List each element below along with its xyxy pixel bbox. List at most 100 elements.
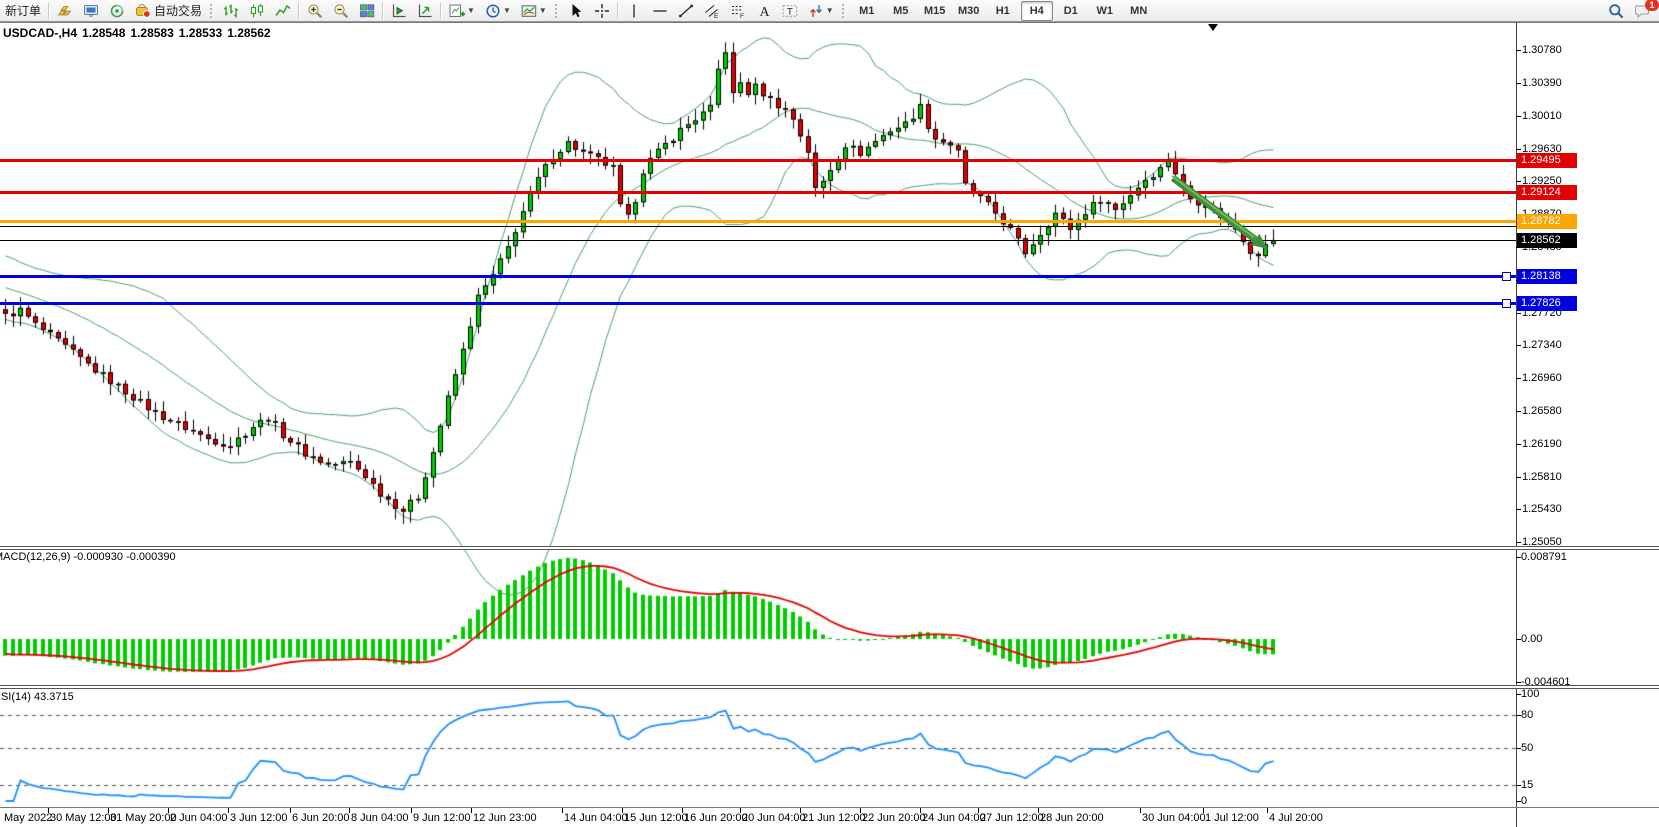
bar-chart-icon[interactable] <box>219 1 243 21</box>
chat-button[interactable]: 1 <box>1629 0 1659 21</box>
bid-price-line[interactable] <box>0 240 1516 241</box>
time-tick-label: 14 Jun 04:00 <box>564 812 628 824</box>
new-order-button[interactable]: 新订单 <box>1 1 45 21</box>
crosshair-icon[interactable] <box>590 1 614 21</box>
search-icon[interactable] <box>1604 1 1628 21</box>
horizontal-line-icon[interactable] <box>648 1 672 21</box>
macd-tick-mark <box>1516 557 1521 558</box>
cursor-icon[interactable] <box>564 1 588 21</box>
timeframe-mn[interactable]: MN <box>1123 1 1155 21</box>
arrows-icon <box>808 3 824 19</box>
dropdown-caret-icon: ▼ <box>825 6 834 15</box>
horizontal-level-line[interactable] <box>0 226 1516 227</box>
timeframe-w1[interactable]: W1 <box>1089 1 1121 21</box>
svg-text:F: F <box>740 13 744 19</box>
time-tick-mark <box>48 808 49 813</box>
time-tick-mark <box>108 808 109 813</box>
toolbar-group: 新订单 <box>0 1 46 21</box>
price-level-badge: 1.28782 <box>1517 214 1577 229</box>
price-tick-label: 1.26580 <box>1522 405 1562 417</box>
toolbar-group: M1 M5 M15 M30 H1 H4 D1 W1 MN <box>850 0 1156 21</box>
new-chart-dropdown[interactable]: ▼ <box>445 1 479 21</box>
time-axis-border <box>0 807 1659 808</box>
arrows-dropdown[interactable]: ▼ <box>804 1 838 21</box>
symbol-period-label: USDCAD-,H4 <box>3 26 78 40</box>
candlestick-chart-icon <box>249 3 265 19</box>
time-tick-label: 6 Jun 20:00 <box>292 812 350 824</box>
horizontal-line-icon <box>652 3 668 19</box>
time-tick-label: 27 Jun 12:00 <box>980 812 1044 824</box>
fibonacci-icon[interactable]: F <box>726 1 750 21</box>
text-label-icon[interactable]: T <box>778 1 802 21</box>
terminal-icon[interactable] <box>79 1 103 21</box>
line-drag-handle[interactable] <box>1502 272 1511 281</box>
line-chart-icon[interactable] <box>271 1 295 21</box>
trendline-icon[interactable] <box>674 1 698 21</box>
horizontal-level-line[interactable] <box>0 220 1516 223</box>
rsi-tick-mark <box>1516 801 1521 802</box>
stack-windows-icon[interactable] <box>413 1 437 21</box>
time-tick-mark <box>1038 808 1039 813</box>
price-tick-label: 1.29630 <box>1522 143 1562 155</box>
timeframe-m1[interactable]: M1 <box>851 1 883 21</box>
price-tick-label: 1.30390 <box>1522 77 1562 89</box>
price-tick-mark <box>1516 313 1521 314</box>
horizontal-level-line[interactable] <box>0 275 1516 278</box>
timeframe-m15[interactable]: M15 <box>919 1 951 21</box>
auto-arrange-icon <box>391 3 407 19</box>
period-dropdown[interactable]: ▼ <box>481 1 515 21</box>
pane-divider-macd[interactable] <box>0 546 1659 550</box>
zoom-out-icon[interactable] <box>329 1 353 21</box>
toolbar-drag-handle[interactable] <box>554 3 560 18</box>
time-tick-label: 16 Jun 20:00 <box>684 812 748 824</box>
timeframe-m5[interactable]: M5 <box>885 1 917 21</box>
time-tick-label: 28 Jun 20:00 <box>1040 812 1104 824</box>
text-icon[interactable]: A <box>752 1 776 21</box>
time-tick-label: 1 Jul 12:00 <box>1205 812 1259 824</box>
toolbar-drag-handle[interactable] <box>841 3 847 18</box>
line-drag-handle[interactable] <box>1502 299 1511 308</box>
time-tick-mark <box>228 808 229 813</box>
timeframe-m30-label: M30 <box>958 4 980 17</box>
search-icon <box>1608 3 1624 19</box>
horizontal-level-line[interactable] <box>0 159 1516 162</box>
timeframe-m30[interactable]: M30 <box>953 1 985 21</box>
toolbar-separator <box>298 2 301 19</box>
zoom-in-icon[interactable] <box>303 1 327 21</box>
price-tick-label: 1.25430 <box>1522 503 1562 515</box>
time-tick-mark <box>920 808 921 813</box>
tile-windows-icon[interactable] <box>355 1 379 21</box>
chart-shift-marker[interactable] <box>1208 24 1218 31</box>
time-tick-mark <box>740 808 741 813</box>
candlestick-chart-icon[interactable] <box>245 1 269 21</box>
time-tick-mark <box>562 808 563 813</box>
broadcast-icon[interactable] <box>105 1 129 21</box>
rsi-tick-mark <box>1516 715 1521 716</box>
horizontal-level-line[interactable] <box>0 191 1516 194</box>
trend-arrow[interactable] <box>0 21 1659 827</box>
macd-tick-mark <box>1516 682 1521 683</box>
auto-arrange-icon[interactable] <box>387 1 411 21</box>
timeframe-h4[interactable]: H4 <box>1020 0 1053 21</box>
price-axis-border <box>1516 22 1517 827</box>
template-dropdown[interactable]: ▼ <box>517 1 551 21</box>
new-chart-icon <box>449 3 466 19</box>
pane-divider-rsi[interactable] <box>0 685 1659 689</box>
timeframe-h1[interactable]: H1 <box>987 1 1019 21</box>
timeframe-d1[interactable]: D1 <box>1055 1 1087 21</box>
time-tick-mark <box>290 808 291 813</box>
quote-close: 1.28562 <box>227 26 271 40</box>
gold-ingot-icon[interactable] <box>53 1 77 21</box>
auto-trading-button[interactable]: 自动交易 <box>131 1 206 21</box>
price-tick-mark <box>1516 83 1521 84</box>
timeframe-d1-label: D1 <box>1063 4 1078 17</box>
text-icon: A <box>756 3 772 19</box>
macd-tick-mark <box>1516 639 1521 640</box>
rsi-tick-mark <box>1516 694 1521 695</box>
vertical-line-icon[interactable] <box>622 1 646 21</box>
time-tick-mark <box>860 808 861 813</box>
equidistant-channel-icon[interactable]: E <box>700 1 724 21</box>
toolbar-drag-handle[interactable] <box>210 3 215 18</box>
horizontal-level-line[interactable] <box>0 302 1516 305</box>
line-chart-icon <box>275 3 291 19</box>
